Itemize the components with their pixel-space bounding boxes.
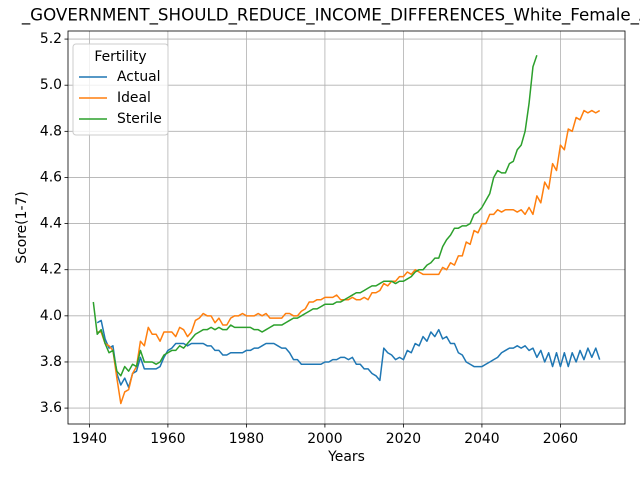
x-tick-label: 1980 [229,431,264,447]
x-tick-label: 2040 [464,431,499,447]
x-tick-label: 1960 [150,431,185,447]
legend-label: Sterile [117,111,162,127]
x-axis-label: Years [327,449,365,465]
series-line [92,54,538,377]
x-tick-label: 2020 [386,431,421,447]
legend-box [72,43,169,136]
y-tick-label: 3.8 [40,354,62,370]
series-line [97,109,601,405]
y-tick-label: 3.6 [40,400,62,416]
legend-title: Fertility [94,49,146,65]
y-tick-label: 4.8 [40,123,62,139]
x-tick-label: 2000 [307,431,342,447]
ticks: 1940 1960 1980 2000 2020 2040 2060 3.6 3.8 4.0 4.2… [40,31,578,447]
series-line [96,319,601,389]
x-tick-label: 1940 [72,431,107,447]
y-tick-label: 4.4 [40,216,62,232]
legend-label: Ideal [117,90,151,106]
y-tick-label: 4.0 [40,308,62,324]
legend: Fertility Actual Ideal Sterile [72,43,169,136]
legend-label: Actual [117,69,161,85]
y-tick-label: 5.2 [40,31,62,47]
chart-title: _GOVERNMENT_SHOULD_REDUCE_INCOME_DIFFERE… [21,5,640,26]
y-axis-label: Score(1-7) [14,191,30,263]
lines [92,54,601,405]
plot-frame [67,30,626,425]
y-tick-label: 4.2 [40,262,62,278]
y-tick-label: 4.6 [40,169,62,185]
x-tick-label: 2060 [543,431,578,447]
y-tick-label: 5.0 [40,77,62,93]
